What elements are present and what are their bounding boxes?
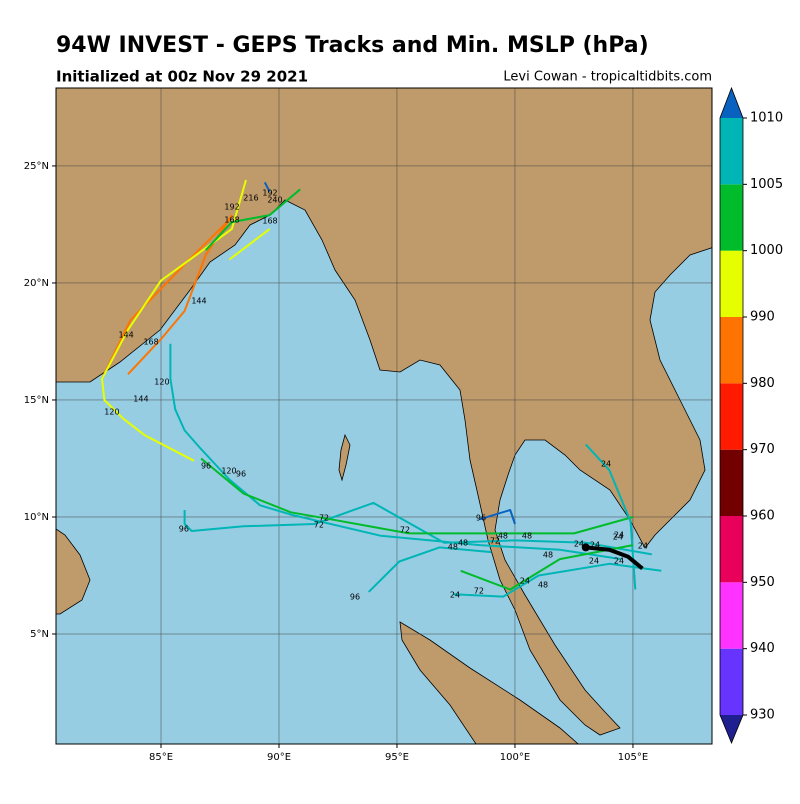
hour-label: 24 xyxy=(574,539,584,548)
hour-label: 24 xyxy=(614,531,624,540)
colorbar-label: 950 xyxy=(750,575,775,590)
storm-track xyxy=(585,545,644,571)
hour-label: 72 xyxy=(314,520,324,529)
colorbar: 930 940 950 960 970 980 990 1000 1005 1010 xyxy=(719,86,783,745)
hour-label: 144 xyxy=(191,296,206,305)
hour-label: 168 xyxy=(143,337,158,346)
colorbar-under xyxy=(720,715,743,743)
storm-track xyxy=(367,546,492,593)
lon-tick-label: 100°E xyxy=(500,752,530,763)
colorbar-bin xyxy=(720,516,743,583)
colorbar-bin xyxy=(720,184,743,251)
colorbar-bin xyxy=(720,317,743,384)
hour-label: 72 xyxy=(474,586,484,595)
hour-label: 120 xyxy=(221,466,236,475)
hour-label: 192 xyxy=(224,202,239,211)
land xyxy=(56,528,91,615)
colorbar-bin xyxy=(720,250,743,317)
colorbar-label: 990 xyxy=(750,310,775,325)
hour-label: 240 xyxy=(267,195,282,204)
storm-track xyxy=(101,219,231,380)
colorbar-over xyxy=(720,88,743,118)
grid xyxy=(56,88,712,744)
colorbar-label: 1005 xyxy=(750,177,783,192)
lat-tick-label: 20°N xyxy=(24,278,49,289)
hour-label: 120 xyxy=(154,377,169,386)
storm-track xyxy=(200,457,634,535)
lat-tick-label: 25°N xyxy=(24,161,49,172)
map-frame xyxy=(55,87,713,745)
storm-track xyxy=(453,562,662,598)
lon-tick-label: 95°E xyxy=(385,752,409,763)
hour-label: 24 xyxy=(601,460,611,469)
colorbar-bin xyxy=(720,449,743,516)
hour-label: 96 xyxy=(236,469,246,478)
hour-label: 120 xyxy=(104,407,119,416)
storm-track xyxy=(228,228,271,261)
storm-track xyxy=(205,188,301,251)
storm-track xyxy=(479,509,516,525)
lat-tick-label: 15°N xyxy=(24,395,49,406)
lon-tick-label: 105°E xyxy=(618,752,648,763)
subtitle: Initialized at 00z Nov 29 2021 xyxy=(56,68,308,86)
hour-label: 48 xyxy=(458,538,468,547)
hour-label: 24 xyxy=(520,577,530,586)
hour-label: 24 xyxy=(613,532,623,541)
hour-label: 144 xyxy=(118,330,133,339)
lon-tick-label: 90°E xyxy=(267,752,291,763)
hour-label: 24 xyxy=(638,542,648,551)
hour-label: 192 xyxy=(262,188,277,197)
hour-label: 168 xyxy=(224,215,239,224)
hour-label: 168 xyxy=(262,216,277,225)
hour-label: 48 xyxy=(448,542,458,551)
hour-label: 96 xyxy=(350,593,360,602)
land xyxy=(338,433,351,482)
hour-label: 72 xyxy=(400,526,410,535)
hour-label: 48 xyxy=(498,531,508,540)
hour-label: 48 xyxy=(522,531,532,540)
hour-label: 216 xyxy=(243,193,258,202)
hour-label: 72 xyxy=(490,537,500,546)
hour-label: 48 xyxy=(538,581,548,590)
colorbar-bin xyxy=(720,582,743,649)
colorbar-label: 940 xyxy=(750,641,775,656)
hour-label: 96 xyxy=(179,524,189,533)
title: 94W INVEST - GEPS Tracks and Min. MSLP (… xyxy=(56,33,649,58)
hour-label: 96 xyxy=(201,461,211,470)
hour-label: 24 xyxy=(589,556,599,565)
hour-label: 48 xyxy=(543,550,553,559)
axes: 85°E 90°E 95°E 100°E 105°E 5°N 10°N 15°N 20°N 25°… xyxy=(24,161,648,763)
colorbar-label: 1000 xyxy=(750,243,783,258)
colorbar-label: 960 xyxy=(750,509,775,524)
lat-tick-label: 5°N xyxy=(30,629,49,640)
hour-label: 24 xyxy=(450,590,460,599)
colorbar-bin xyxy=(720,118,743,185)
track-start xyxy=(581,543,590,552)
storm-track xyxy=(585,443,637,590)
lat-tick-label: 10°N xyxy=(24,512,49,523)
hour-label: 72 xyxy=(319,513,329,522)
credit: Levi Cowan - tropicaltidbits.com xyxy=(503,70,712,85)
hour-label: 144 xyxy=(133,395,148,404)
storm-track xyxy=(460,544,634,591)
storm-track xyxy=(169,343,622,561)
colorbar-bin xyxy=(720,648,743,715)
colorbar-bin xyxy=(720,383,743,450)
storm-track xyxy=(263,181,271,193)
land xyxy=(399,621,579,744)
storm-track xyxy=(183,501,652,556)
hour-label: 24 xyxy=(614,556,624,565)
colorbar-label: 930 xyxy=(750,708,775,723)
hour-label: 96 xyxy=(476,513,486,522)
colorbar-label: 1010 xyxy=(750,111,783,126)
colorbar-label: 970 xyxy=(750,442,775,457)
lon-tick-label: 85°E xyxy=(149,752,173,763)
colorbar-label: 980 xyxy=(750,376,775,391)
hour-label: 24 xyxy=(590,541,600,550)
